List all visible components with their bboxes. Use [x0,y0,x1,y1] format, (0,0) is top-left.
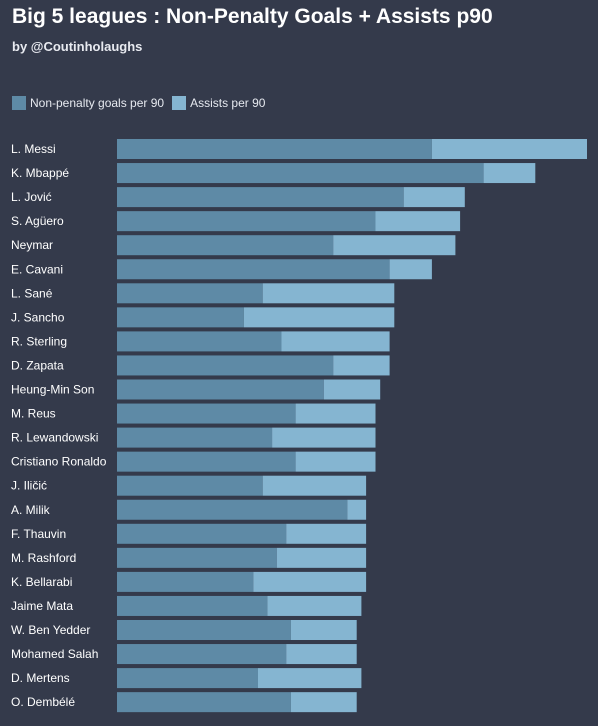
goals-bar [117,235,334,256]
assists-bar [253,571,367,592]
category-label: J. Iličić [11,479,47,493]
assists-bar [281,331,390,352]
assists-bar [243,307,395,328]
category-label: D. Mertens [11,671,70,685]
goals-bar [117,571,254,592]
goals-bar [117,403,296,424]
category-label: M. Rashford [11,551,76,565]
goals-bar [117,451,296,472]
goals-bar [117,211,376,232]
category-label: M. Reus [11,407,56,421]
goals-bar [117,620,291,640]
goals-bar [117,644,287,665]
legend-label-assists: Assists per 90 [190,96,266,110]
goals-bar [117,355,334,376]
goals-bar [117,187,404,208]
goals-bar [117,331,282,352]
goals-bar [117,283,263,304]
goals-bar [117,547,277,568]
goals-bar [117,499,348,520]
legend-item-goals: Non-penalty goals per 90 [12,96,164,110]
assists-bar [333,235,456,256]
assists-bar [272,427,376,448]
category-label: K. Mbappé [11,166,69,180]
chart-title: Big 5 leagues : Non-Penalty Goals + Assi… [12,5,493,28]
chart-subtitle: by @Coutinholaughs [12,39,143,54]
goals-bar [117,668,258,689]
goals-bar [117,259,390,280]
assists-bar [347,499,367,520]
category-label: Mohamed Salah [11,647,98,661]
category-label: L. Messi [11,142,56,156]
assists-bar [403,187,465,208]
assists-bar [286,523,367,544]
assists-bar [431,139,587,159]
assists-bar [262,475,367,496]
goals-bar [117,307,244,328]
category-label: Heung-Min Son [11,383,94,397]
goals-bar [117,427,273,448]
category-label: Cristiano Ronaldo [11,455,107,469]
legend: Non-penalty goals per 90 Assists per 90 [12,96,273,110]
assists-bar [333,355,390,376]
assists-bar [290,692,357,713]
assists-bar [323,379,381,400]
category-label: L. Sané [11,286,53,300]
category-label: K. Bellarabi [11,575,72,589]
category-label: W. Ben Yedder [11,623,90,637]
assists-bar [276,547,367,568]
goals-bar [117,379,324,400]
goals-bar [117,595,268,616]
category-label: D. Zapata [11,358,64,372]
legend-swatch-assists [172,96,187,110]
goals-bar [117,475,263,496]
assists-bar [375,211,461,232]
category-label: O. Dembélé [11,695,75,709]
goals-bar [117,692,291,713]
category-label: R. Lewandowski [11,431,98,445]
category-label: A. Milik [11,503,51,517]
assists-bar [290,620,357,640]
assists-bar [295,403,376,424]
assists-bar [262,283,395,304]
legend-item-assists: Assists per 90 [172,96,265,110]
assists-bar [267,595,362,616]
category-label: F. Thauvin [11,527,66,541]
assists-bar [258,668,362,689]
category-label: J. Sancho [11,310,65,324]
assists-bar [286,644,357,665]
goals-bar [117,523,287,544]
category-label: L. Jović [11,190,52,204]
legend-swatch-goals [12,96,26,110]
assists-bar [389,259,432,280]
category-label: Jaime Mata [11,599,73,613]
legend-label-goals: Non-penalty goals per 90 [30,96,165,110]
assists-bar [295,451,376,472]
goals-bar [117,163,484,184]
category-label: S. Agüero [11,214,64,228]
category-label: R. Sterling [11,334,67,348]
category-label: Neymar [11,238,53,252]
category-label: E. Cavani [11,262,63,276]
goals-bar [117,139,432,159]
assists-bar [483,163,536,184]
